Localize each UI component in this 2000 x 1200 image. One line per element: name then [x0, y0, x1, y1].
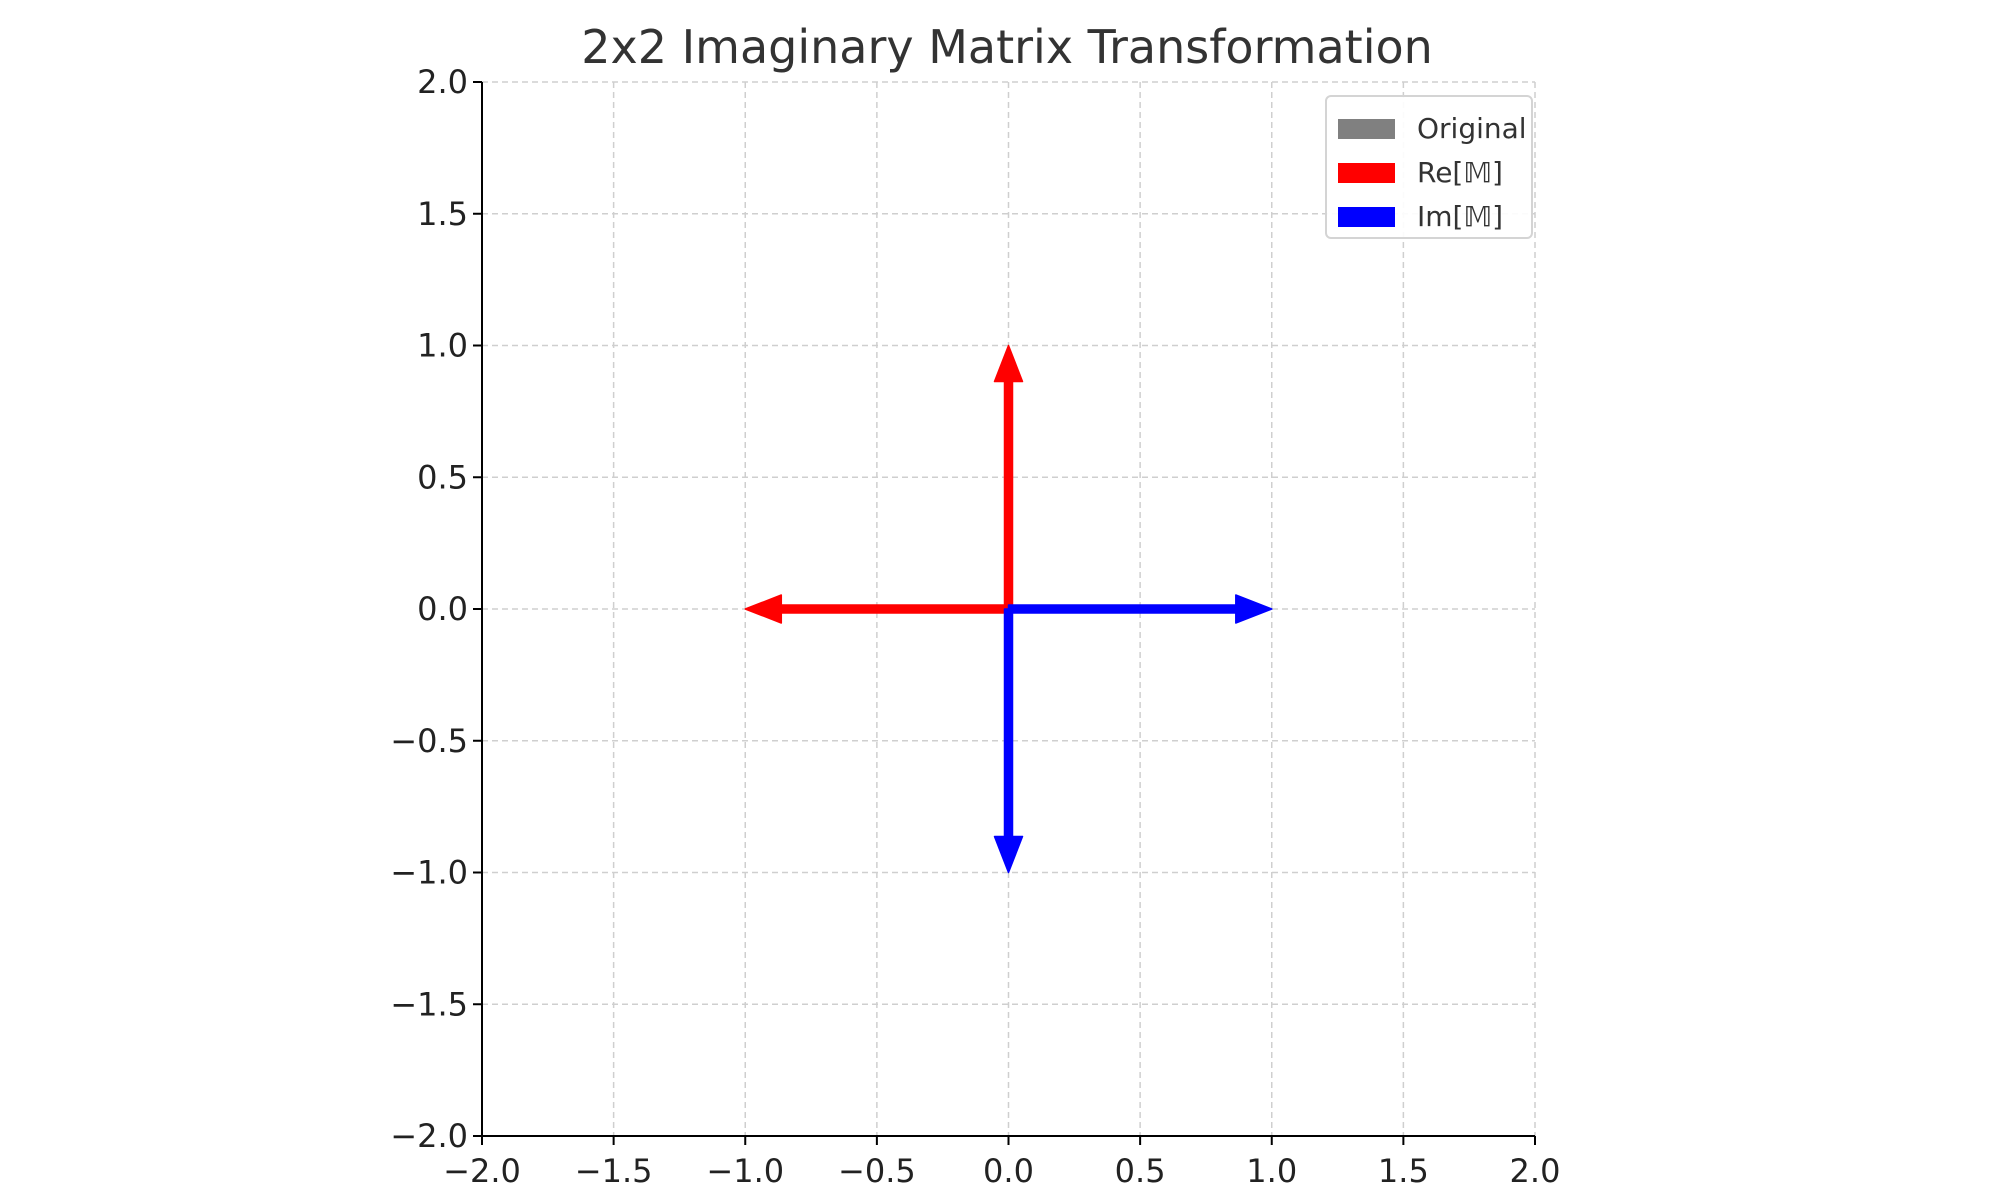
- x-tick-label: −2.0: [443, 1152, 521, 1190]
- x-tick-label: −1.0: [706, 1152, 784, 1190]
- legend-label: Re[𝕄]: [1417, 156, 1503, 189]
- ticks: −2.0 −1.5 −1.0 −0.5 0.0 0.5 1.0 1.5 2.0 −2.0 −1.5 −…: [390, 63, 1560, 1190]
- x-tick-label: −0.5: [838, 1152, 916, 1190]
- vector-arrow: [1007, 594, 1273, 624]
- vectors: [744, 344, 1273, 874]
- y-tick-label: 1.0: [417, 327, 468, 365]
- legend-label: Original: [1417, 112, 1527, 145]
- legend-label: Im[𝕄]: [1417, 200, 1503, 233]
- x-tick-label: 1.0: [1246, 1152, 1297, 1190]
- legend: Original Re[𝕄] Im[𝕄]: [1325, 95, 1533, 239]
- legend-swatch: [1338, 119, 1395, 139]
- y-tick-label: −0.5: [390, 722, 468, 760]
- vector-arrow: [993, 608, 1024, 874]
- chart-title: 2x2 Imaginary Matrix Transformation: [581, 20, 1433, 74]
- y-tick-label: −2.0: [390, 1117, 468, 1155]
- y-tick-label: 1.5: [417, 195, 468, 233]
- y-tick-label: −1.0: [390, 854, 468, 892]
- x-tick-label: 2.0: [1510, 1152, 1561, 1190]
- vector-arrow: [993, 344, 1024, 610]
- y-tick-label: 2.0: [417, 63, 468, 101]
- x-tick-label: 0.5: [1115, 1152, 1166, 1190]
- y-tick-label: 0.5: [417, 458, 468, 496]
- y-tick-label: −1.5: [390, 985, 468, 1023]
- x-tick-label: 0.0: [983, 1152, 1034, 1190]
- vector-arrow: [744, 594, 1010, 624]
- legend-swatch: [1338, 207, 1395, 227]
- legend-swatch: [1338, 163, 1395, 183]
- x-tick-label: 1.5: [1378, 1152, 1429, 1190]
- x-tick-label: −1.5: [575, 1152, 653, 1190]
- y-tick-label: 0.0: [417, 590, 468, 628]
